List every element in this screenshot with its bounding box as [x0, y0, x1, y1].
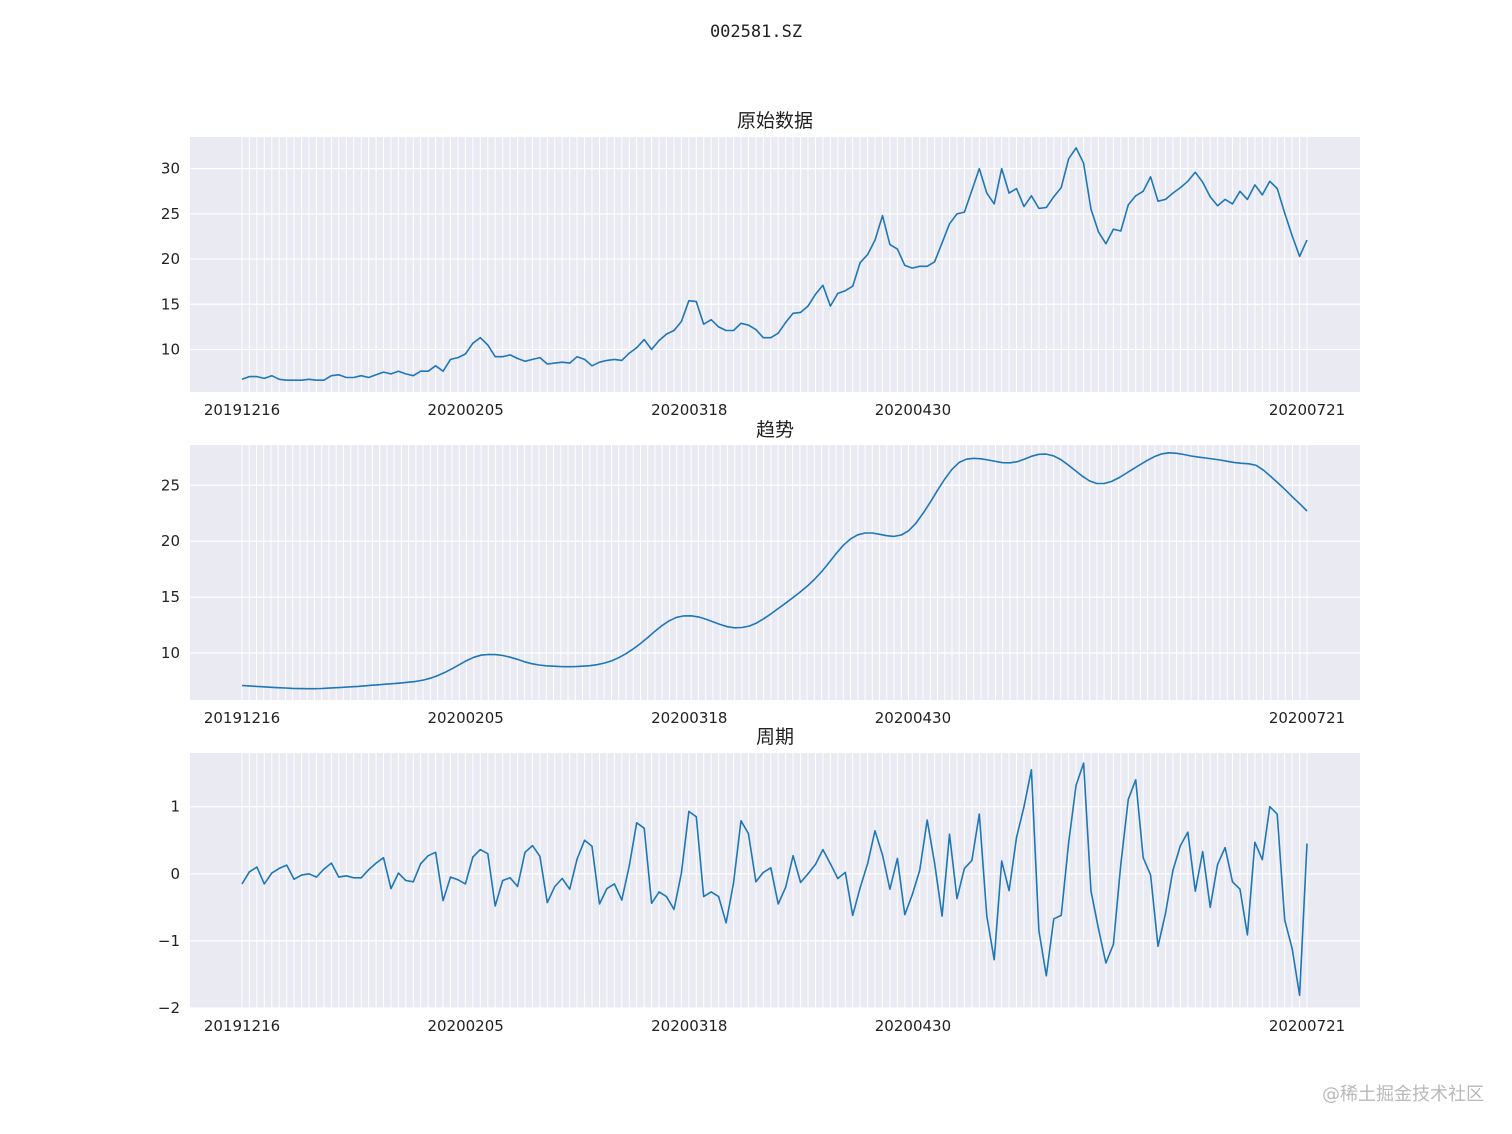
raw-data-title: 原始数据 [737, 110, 813, 132]
raw-data-plot-area [190, 137, 1360, 392]
raw-data-y-tick-label: 10 [161, 341, 180, 359]
cycle-y-tick-label: −2 [158, 999, 180, 1017]
raw-data-series-line [241, 147, 1308, 381]
trend-x-tick-label: 20200430 [875, 709, 951, 727]
trend-y-tick-label: 20 [161, 532, 180, 550]
raw-data-y-tick-label: 30 [161, 160, 180, 178]
cycle-x-tick-label: 20191216 [204, 1017, 280, 1035]
trend-panel: 趋势 10 15 20 25 20191216 20200205 20200318 20200… [161, 419, 1360, 727]
trend-plot-area [190, 445, 1360, 700]
cycle-y-tick-label: −1 [158, 932, 180, 950]
trend-x-gridlines [241, 445, 1308, 700]
raw-data-x-tick-label: 20200721 [1269, 401, 1345, 419]
raw-data-x-tick-label: 20191216 [204, 401, 280, 419]
cycle-x-gridlines [241, 753, 1308, 1008]
raw-data-y-tick-label: 25 [161, 205, 180, 223]
trend-x-tick-label: 20200318 [651, 709, 727, 727]
trend-y-tick-label: 25 [161, 476, 180, 494]
cycle-series-line [241, 762, 1308, 997]
cycle-title: 周期 [756, 726, 794, 748]
raw-data-panel: 原始数据 10 15 20 25 30 20191216 20200205 20200318 2… [161, 110, 1360, 419]
cycle-x-tick-label: 20200318 [651, 1017, 727, 1035]
cycle-x-tick-label: 20200721 [1269, 1017, 1345, 1035]
raw-data-x-tick-label: 20200318 [651, 401, 727, 419]
raw-data-x-tick-label: 20200430 [875, 401, 951, 419]
figure-suptitle: 002581.SZ [710, 22, 802, 42]
trend-series-line [241, 452, 1308, 690]
raw-data-x-gridlines [241, 137, 1308, 392]
trend-x-tick-label: 20200721 [1269, 709, 1345, 727]
trend-title: 趋势 [756, 419, 794, 441]
cycle-panel: 周期 −2 −1 0 1 20191216 20200205 20200318 2020043… [158, 726, 1360, 1035]
cycle-plot-area [190, 753, 1360, 1008]
raw-data-y-tick-label: 15 [161, 295, 180, 313]
watermark: @稀土掘金技术社区 [1322, 1084, 1484, 1105]
cycle-y-tick-label: 1 [170, 798, 180, 816]
trend-x-tick-label: 20191216 [204, 709, 280, 727]
trend-y-tick-label: 15 [161, 588, 180, 606]
trend-x-tick-label: 20200205 [427, 709, 503, 727]
raw-data-x-tick-label: 20200205 [427, 401, 503, 419]
raw-data-y-tick-label: 20 [161, 250, 180, 268]
cycle-y-tick-label: 0 [170, 865, 180, 883]
trend-y-tick-label: 10 [161, 644, 180, 662]
cycle-x-tick-label: 20200205 [427, 1017, 503, 1035]
cycle-x-tick-label: 20200430 [875, 1017, 951, 1035]
